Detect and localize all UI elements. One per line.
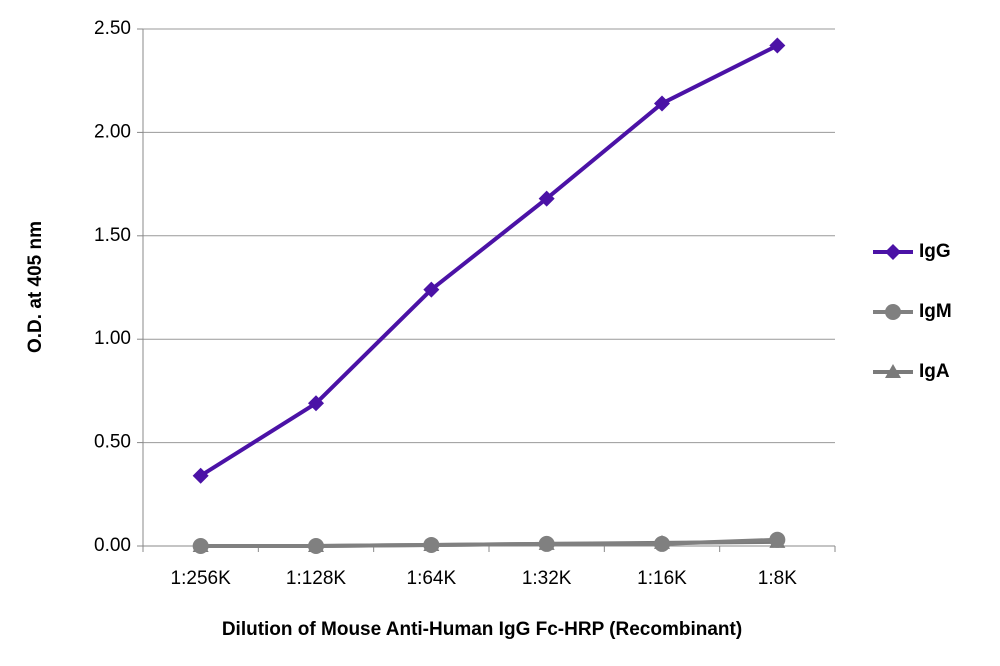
- legend-label: IgA: [919, 361, 950, 382]
- y-tick-label: 0.50: [94, 432, 131, 453]
- data-point: [654, 535, 670, 552]
- data-point: [538, 190, 555, 207]
- y-tick-label: 0.00: [94, 535, 131, 556]
- data-point: [308, 538, 324, 554]
- data-point: [538, 535, 555, 552]
- legend-marker: [885, 304, 901, 320]
- y-tick-label: 1.00: [94, 328, 131, 349]
- y-tick-label: 2.00: [94, 121, 131, 142]
- series-line: [199, 43, 779, 478]
- data-point: [769, 37, 786, 54]
- data-point: [423, 536, 440, 553]
- y-axis-label: O.D. at 405 nm: [25, 221, 46, 353]
- data-point: [308, 395, 324, 412]
- legend-label: IgM: [919, 301, 952, 322]
- legend-marker: [885, 244, 901, 260]
- series-line: [200, 537, 778, 548]
- data-point: [423, 281, 440, 298]
- data-point: [654, 95, 670, 112]
- x-axis-label: Dilution of Mouse Anti-Human IgG Fc-HRP …: [222, 619, 742, 640]
- x-tick-label: 1:8K: [758, 568, 797, 589]
- y-tick-label: 1.50: [94, 225, 131, 246]
- x-tick-label: 1:16K: [637, 568, 687, 589]
- x-tick-label: 1:64K: [407, 568, 457, 589]
- legend-label: IgG: [919, 241, 951, 262]
- data-point: [769, 531, 786, 548]
- x-tick-label: 1:128K: [286, 568, 347, 589]
- data-point: [192, 538, 209, 554]
- x-tick-label: 1:256K: [171, 568, 232, 589]
- data-point: [192, 467, 209, 484]
- x-tick-label: 1:32K: [522, 568, 572, 589]
- y-tick-label: 2.50: [94, 18, 131, 39]
- legend-marker: [885, 364, 901, 378]
